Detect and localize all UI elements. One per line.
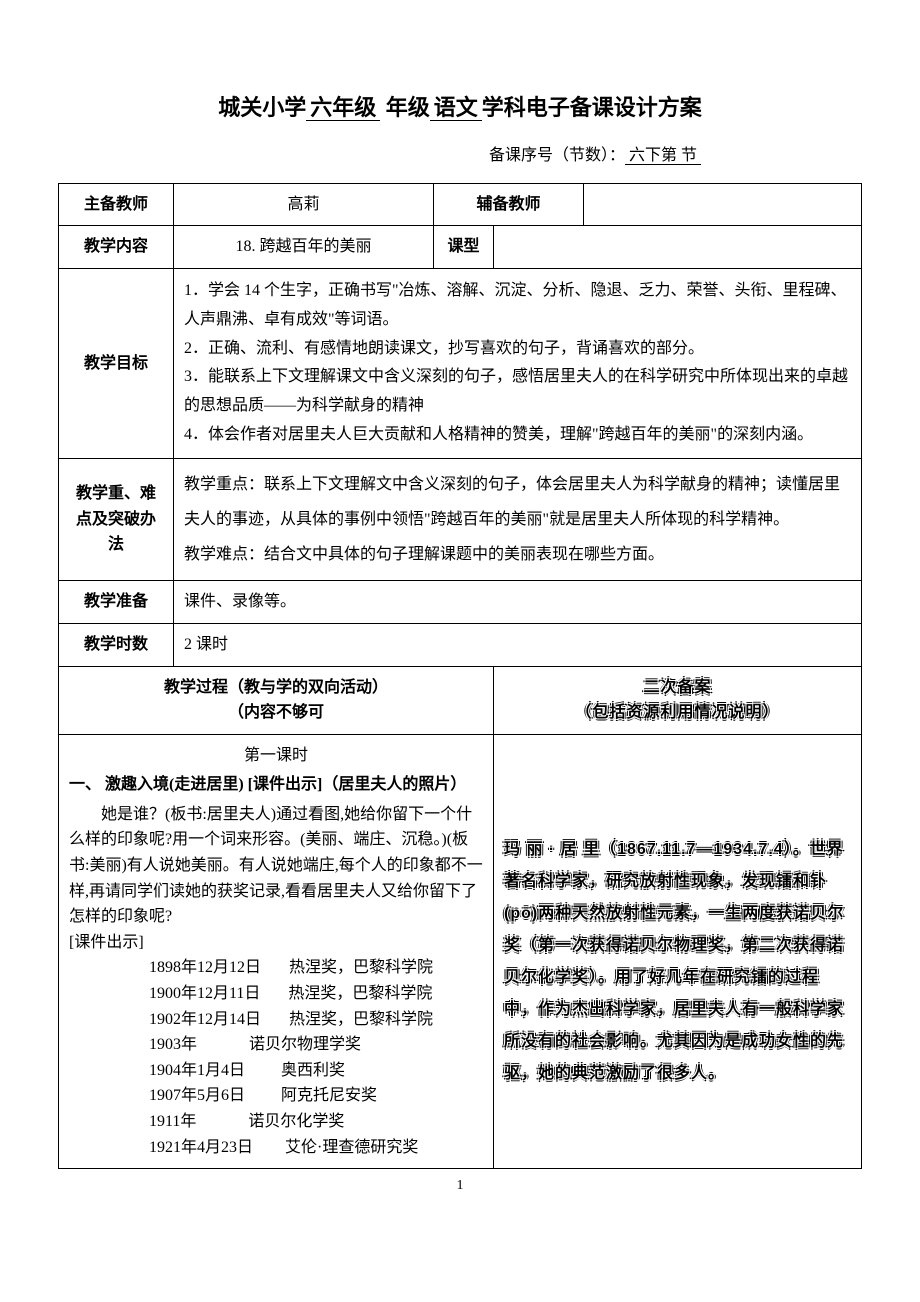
award-line: 1903年 诺贝尔物理学奖	[69, 1032, 483, 1058]
award-line: 1911年 诺贝尔化学奖	[69, 1109, 483, 1135]
awards-list: 1898年12月12日 热涅奖，巴黎科学院1900年12月11日 热涅奖，巴黎科…	[69, 955, 483, 1160]
emphasis-row: 教学重、难点及突破办法 教学重点：联系上下文理解文中含义深刻的句子，体会居里夫人…	[59, 458, 862, 581]
notes-body: 玛 丽 · 居 里（1867.11.7—1934.7.4）。世界著名科学家，研究…	[494, 734, 862, 1169]
goals-cell: 1．学会 14 个生字，正确书写"冶炼、溶解、沉淀、分析、隐退、乏力、荣誉、头衔…	[174, 268, 862, 458]
award-line: 1900年12月11日 热涅奖，巴黎科学院	[69, 981, 483, 1007]
hours-row: 教学时数 2 课时	[59, 623, 862, 666]
notes-header-line2: （包括资源利用情况说明）	[504, 700, 851, 726]
difficulty-point: 教学难点：结合文中具体的句子理解课题中的美丽表现在哪些方面。	[184, 537, 851, 572]
content-label: 教学内容	[59, 226, 174, 269]
prep-label: 教学准备	[59, 581, 174, 624]
subheader-value: 六下第 节	[625, 147, 701, 165]
process-header-line2: （内容不够可	[69, 700, 483, 726]
emphasis-label: 教学重、难点及突破办法	[59, 458, 174, 581]
award-line: 1904年1月4日 奥西利奖	[69, 1058, 483, 1084]
page-title: 城关小学六年级 年级语文学科电子备课设计方案	[58, 90, 862, 125]
page-number: 1	[58, 1175, 862, 1197]
goals-label: 教学目标	[59, 268, 174, 458]
process-body-row: 第一课时 一、 激趣入境(走进居里) [课件出示]（居里夫人的照片） 她是谁？(…	[59, 734, 862, 1169]
goal-item: 1．学会 14 个生字，正确书写"冶炼、溶解、沉淀、分析、隐退、乏力、荣誉、头衔…	[184, 277, 851, 335]
content-value: 18. 跨越百年的美丽	[174, 226, 434, 269]
notes-header: 二次备案 （包括资源利用情况说明）	[494, 666, 862, 734]
award-line: 1907年5月6日 阿克托尼安奖	[69, 1083, 483, 1109]
teachers-row: 主备教师 高莉 辅备教师	[59, 183, 862, 226]
process-header: 教学过程（教与学的双向活动） （内容不够可	[59, 666, 494, 734]
title-school: 城关小学	[218, 95, 306, 120]
content-row: 教学内容 18. 跨越百年的美丽 课型	[59, 226, 862, 269]
para1: 她是谁？(板书:居里夫人)通过看图,她给你留下一个什么样的印象呢?用一个词来形容…	[69, 802, 483, 930]
notes-text: 玛 丽 · 居 里（1867.11.7—1934.7.4）。世界著名科学家，研究…	[504, 841, 844, 1082]
process-body: 第一课时 一、 激趣入境(走进居里) [课件出示]（居里夫人的照片） 她是谁？(…	[59, 734, 494, 1169]
goal-item: 2．正确、流利、有感情地朗读课文，抄写喜欢的句子，背诵喜欢的部分。	[184, 335, 851, 364]
title-grade: 六年级	[306, 95, 380, 121]
hours-value: 2 课时	[174, 623, 862, 666]
prep-row: 教学准备 课件、录像等。	[59, 581, 862, 624]
award-line: 1902年12月14日 热涅奖，巴黎科学院	[69, 1007, 483, 1033]
goal-item: 4．体会作者对居里夫人巨大贡献和人格精神的赞美，理解"跨越百年的美丽"的深刻内涵…	[184, 421, 851, 450]
process-header-row: 教学过程（教与学的双向活动） （内容不够可 二次备案 （包括资源利用情况说明）	[59, 666, 862, 734]
subheader-prefix: 备课序号（节数）：	[489, 147, 625, 164]
hours-label: 教学时数	[59, 623, 174, 666]
main-teacher-value: 高莉	[174, 183, 434, 226]
award-line: 1898年12月12日 热涅奖，巴黎科学院	[69, 955, 483, 981]
type-value	[494, 226, 862, 269]
emphasis-point: 教学重点：联系上下文理解文中含义深刻的句子，体会居里夫人为科学献身的精神；读懂居…	[184, 467, 851, 537]
goals-row: 教学目标 1．学会 14 个生字，正确书写"冶炼、溶解、沉淀、分析、隐退、乏力、…	[59, 268, 862, 458]
assist-teacher-value	[584, 183, 862, 226]
emphasis-cell: 教学重点：联系上下文理解文中含义深刻的句子，体会居里夫人为科学献身的精神；读懂居…	[174, 458, 862, 581]
process-header-line1: 教学过程（教与学的双向活动）	[69, 675, 483, 701]
prep-value: 课件、录像等。	[174, 581, 862, 624]
title-grade-suffix: 年级	[380, 95, 430, 120]
lesson-title: 第一课时	[69, 743, 483, 769]
type-label: 课型	[434, 226, 494, 269]
title-subject: 语文	[430, 95, 482, 121]
section1-title: 一、 激趣入境(走进居里) [课件出示]（居里夫人的照片）	[69, 772, 483, 798]
goal-item: 3．能联系上下文理解课文中含义深刻的句子，感悟居里夫人的在科学研究中所体现出来的…	[184, 363, 851, 421]
slide-cue: [课件出示]	[69, 930, 483, 956]
main-teacher-label: 主备教师	[59, 183, 174, 226]
subheader: 备课序号（节数）：六下第 节	[58, 143, 862, 169]
award-line: 1921年4月23日 艾伦·理查德研究奖	[69, 1135, 483, 1161]
lesson-plan-table: 主备教师 高莉 辅备教师 教学内容 18. 跨越百年的美丽 课型 教学目标 1．…	[58, 183, 862, 1169]
notes-header-line1: 二次备案	[504, 675, 851, 701]
assist-teacher-label: 辅备教师	[434, 183, 584, 226]
title-suffix: 学科电子备课设计方案	[482, 95, 702, 120]
